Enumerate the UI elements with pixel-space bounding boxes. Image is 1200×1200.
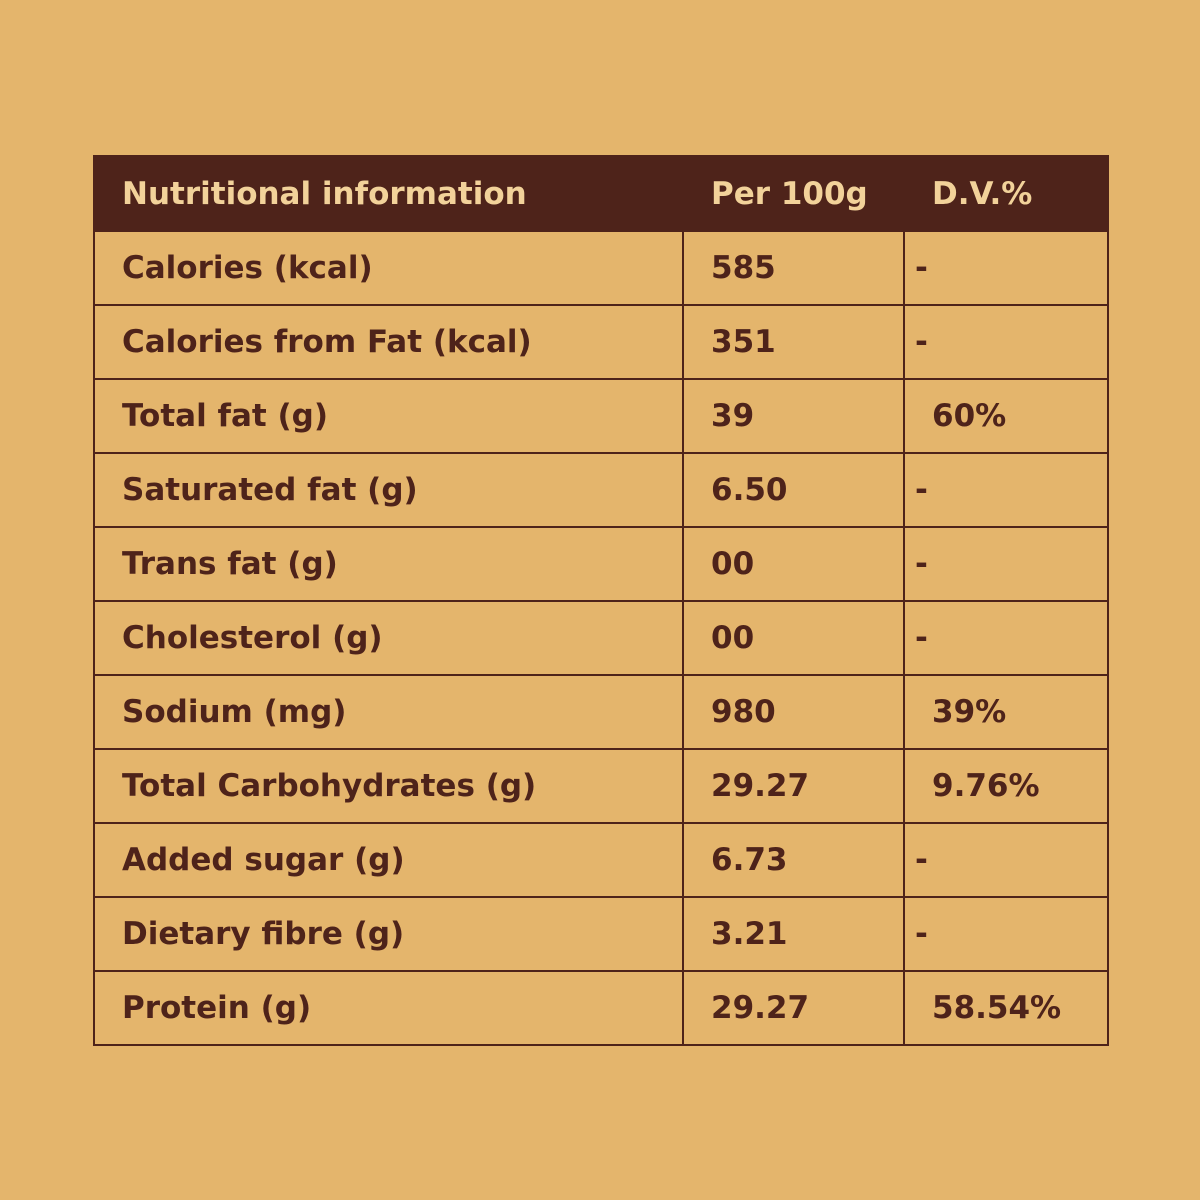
table-row: Calories (kcal) 585- <box>93 230 1109 306</box>
table-row: Saturated fat (g) 6.50- <box>93 452 1109 528</box>
per-100g-value: 00 <box>682 526 905 602</box>
header-per-100g: Per 100g <box>682 155 905 232</box>
per-100g-value: 00 <box>682 600 905 676</box>
per-100g-value: 6.73 <box>682 822 905 898</box>
nutrient-name: Saturated fat (g) <box>93 452 684 528</box>
nutrient-name: Total fat (g) <box>93 378 684 454</box>
nutrient-name: Calories (kcal) <box>93 230 684 306</box>
table-body: Calories (kcal) 585- Calories from Fat (kc… <box>93 230 1109 1046</box>
per-100g-value: 980 <box>682 674 905 750</box>
per-100g-value: 3.21 <box>682 896 905 972</box>
table-row: Cholesterol (g) 00- <box>93 600 1109 676</box>
nutrient-name: Added sugar (g) <box>93 822 684 898</box>
table-header: Nutritional information Per 100g D.V.% <box>93 155 1109 232</box>
daily-value-percent: - <box>903 896 1109 972</box>
header-nutrient: Nutritional information <box>93 155 684 232</box>
header-dv: D.V.% <box>903 155 1109 232</box>
nutrient-name: Calories from Fat (kcal) <box>93 304 684 380</box>
daily-value-percent: - <box>903 304 1109 380</box>
per-100g-value: 6.50 <box>682 452 905 528</box>
table-row: Added sugar (g) 6.73- <box>93 822 1109 898</box>
table-row: Calories from Fat (kcal) 351- <box>93 304 1109 380</box>
nutrition-table: Nutritional information Per 100g D.V.% C… <box>93 155 1109 1046</box>
daily-value-percent: 60% <box>903 378 1109 454</box>
table-row: Total fat (g) 39 60% <box>93 378 1109 454</box>
nutrient-name: Cholesterol (g) <box>93 600 684 676</box>
per-100g-value: 351 <box>682 304 905 380</box>
daily-value-percent: 39% <box>903 674 1109 750</box>
per-100g-value: 29.27 <box>682 970 905 1046</box>
table-row: Trans fat (g) 00- <box>93 526 1109 602</box>
header-row: Nutritional information Per 100g D.V.% <box>93 155 1109 232</box>
daily-value-percent: - <box>903 822 1109 898</box>
nutrient-name: Trans fat (g) <box>93 526 684 602</box>
nutrient-name: Protein (g) <box>93 970 684 1046</box>
nutrient-name: Sodium (mg) <box>93 674 684 750</box>
nutrient-name: Total Carbohydrates (g) <box>93 748 684 824</box>
daily-value-percent: - <box>903 600 1109 676</box>
per-100g-value: 39 <box>682 378 905 454</box>
daily-value-percent: - <box>903 452 1109 528</box>
per-100g-value: 29.27 <box>682 748 905 824</box>
daily-value-percent: - <box>903 526 1109 602</box>
table-row: Protein (g) 29.27 58.54% <box>93 970 1109 1046</box>
nutrient-name: Dietary fibre (g) <box>93 896 684 972</box>
daily-value-percent: 58.54% <box>903 970 1109 1046</box>
per-100g-value: 585 <box>682 230 905 306</box>
daily-value-percent: 9.76% <box>903 748 1109 824</box>
table-row: Dietary fibre (g) 3.21- <box>93 896 1109 972</box>
table-row: Sodium (mg) 980 39% <box>93 674 1109 750</box>
daily-value-percent: - <box>903 230 1109 306</box>
table-row: Total Carbohydrates (g) 29.27 9.76% <box>93 748 1109 824</box>
